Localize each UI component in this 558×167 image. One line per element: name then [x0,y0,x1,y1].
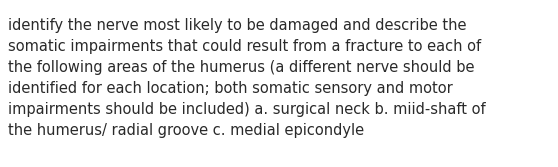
Text: identify the nerve most likely to be damaged and describe the
somatic impairment: identify the nerve most likely to be dam… [8,18,485,138]
